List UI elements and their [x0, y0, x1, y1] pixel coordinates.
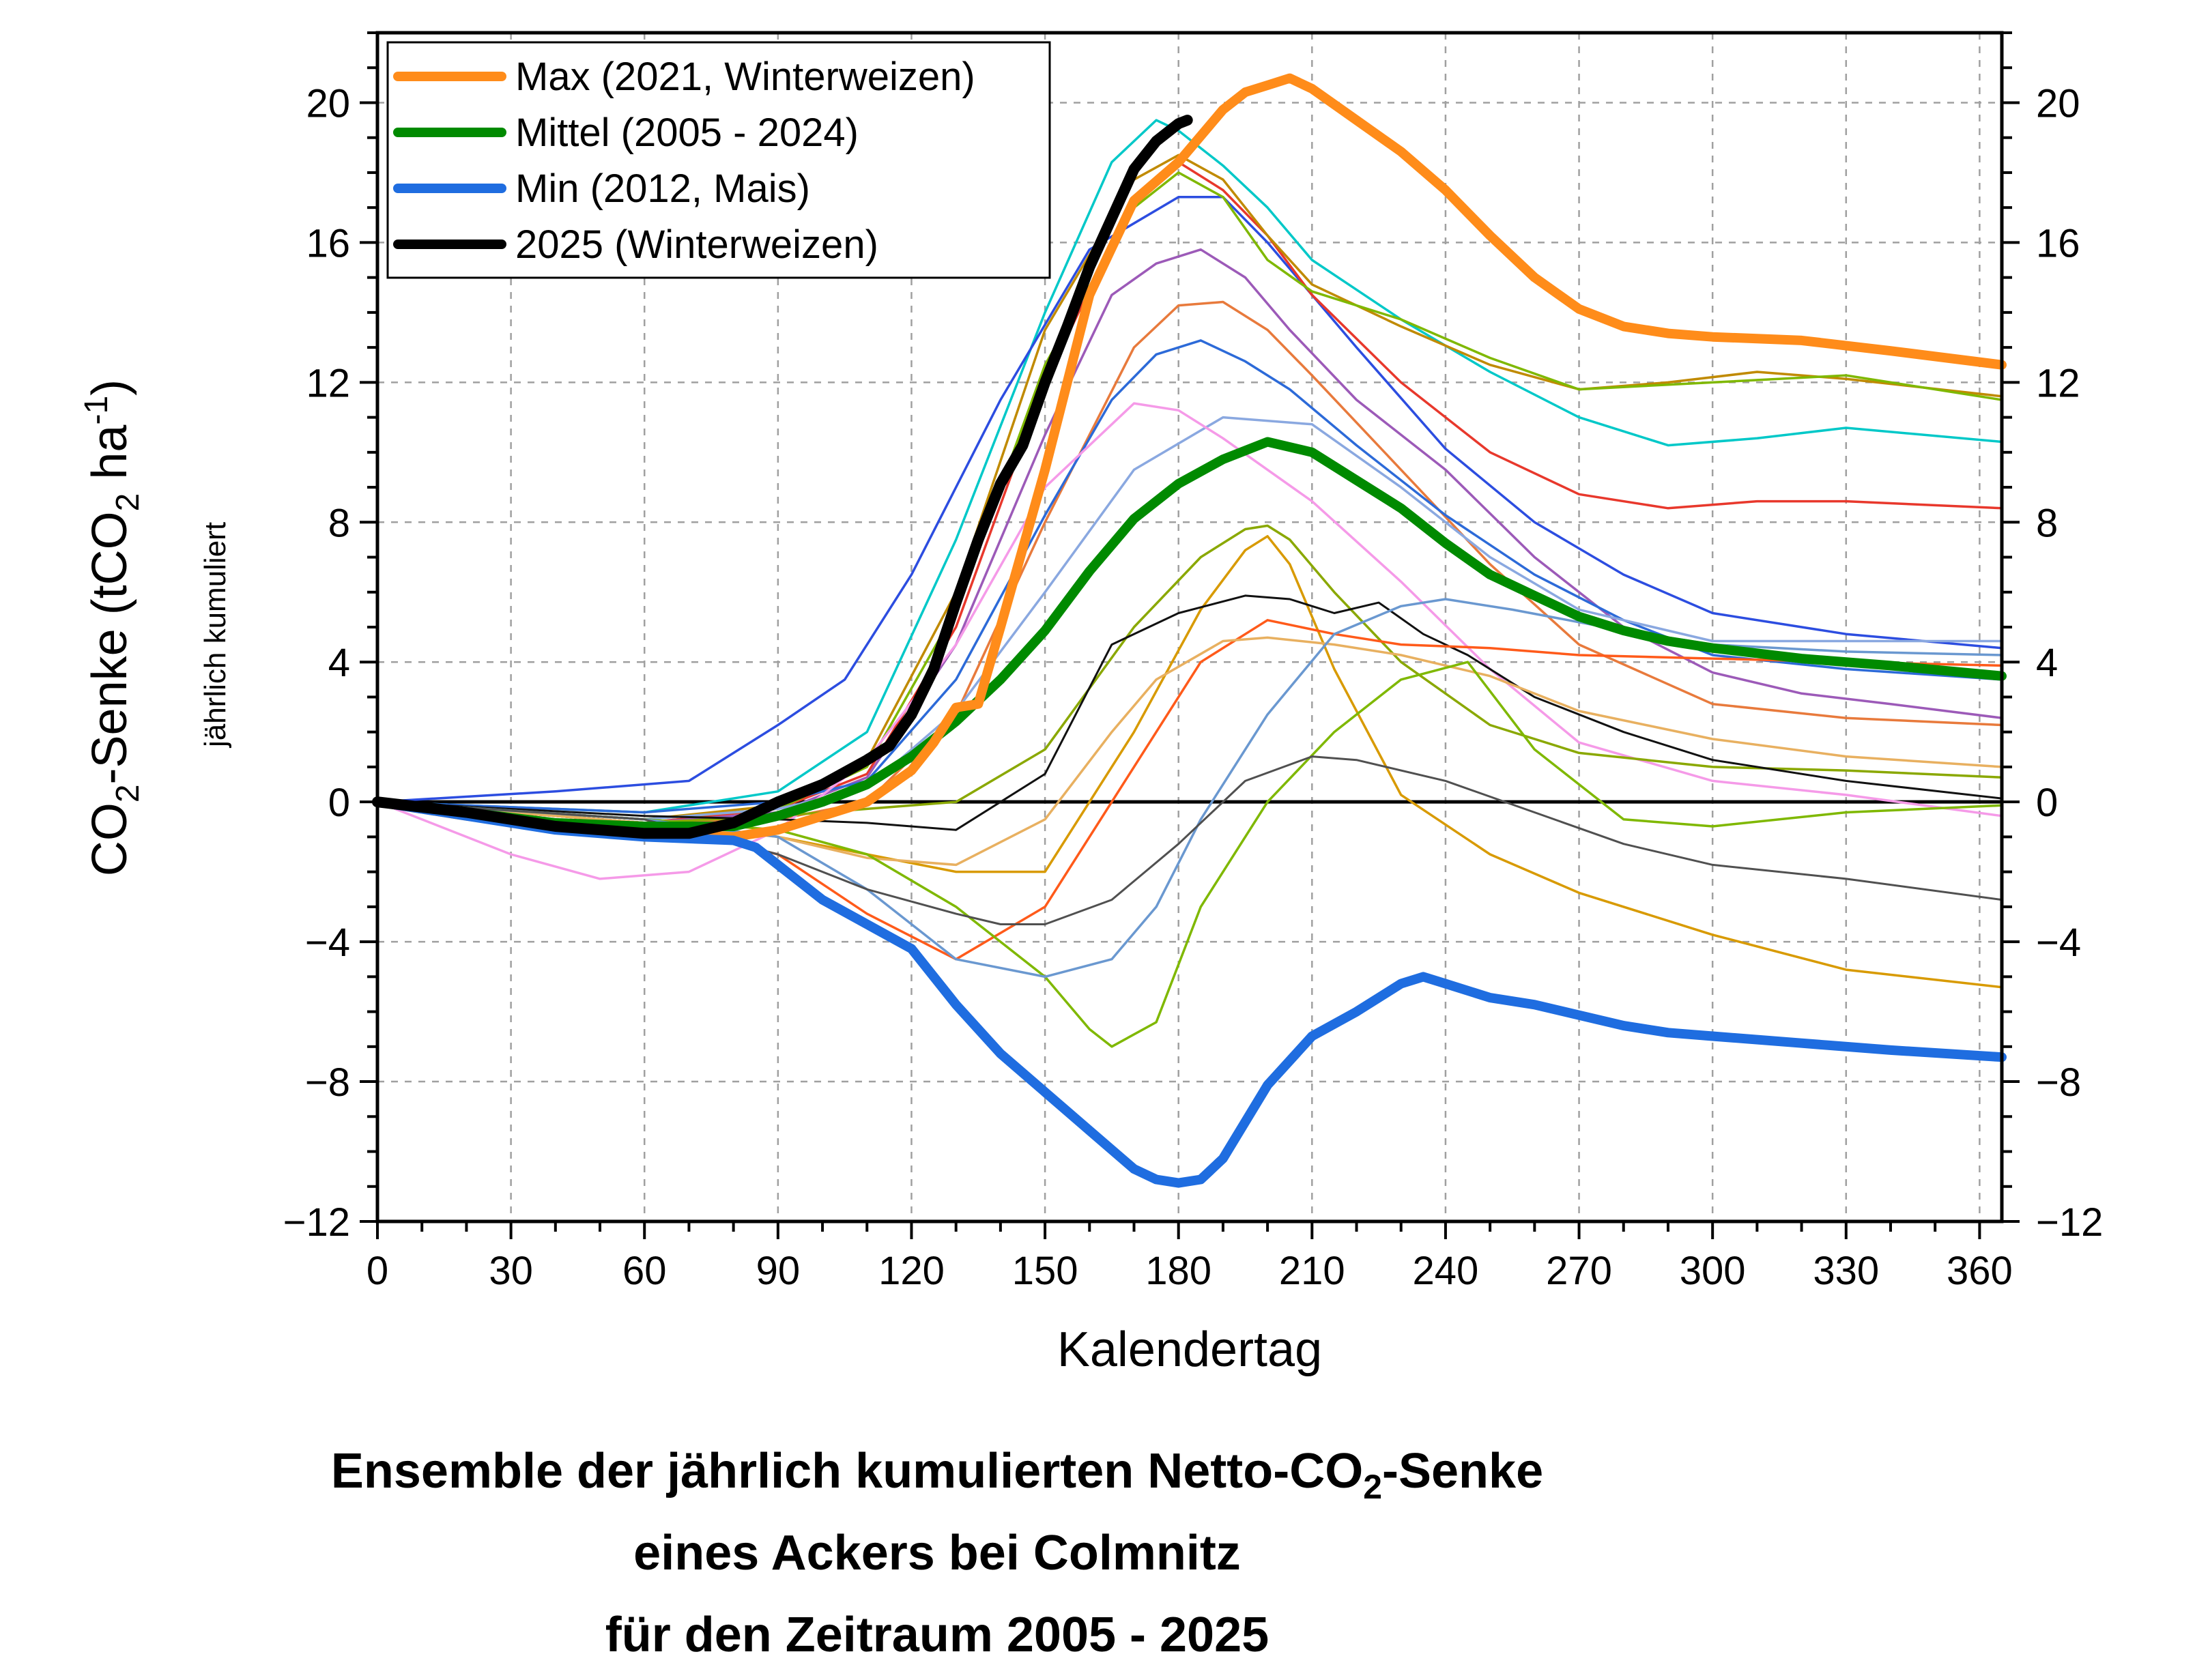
x-tick-label: 360: [1947, 1249, 2013, 1293]
legend-label: 2025 (Winterweizen): [515, 222, 878, 267]
legend-label: Mittel (2005 - 2024): [515, 111, 859, 155]
series-line-ensemble-year: [376, 661, 2003, 1048]
series-layer: [372, 73, 2007, 1188]
y-tick-label-left: −4: [305, 921, 350, 965]
y-axis-title-part: -1: [78, 396, 115, 425]
y-axis-title-part: CO: [83, 802, 137, 876]
series-line-ensemble-year: [376, 160, 2003, 824]
x-tick-label: 270: [1546, 1249, 1612, 1293]
x-tick-label: 90: [756, 1249, 801, 1293]
series-line-ensemble-year: [376, 755, 2003, 925]
y-tick-label-left: 0: [328, 781, 350, 825]
legend-box: [386, 41, 1051, 279]
y-tick-label-left: −8: [305, 1060, 350, 1105]
x-tick-label: 150: [1012, 1249, 1078, 1293]
y-tick-label-right: 4: [2036, 641, 2058, 685]
y-tick-label-left: −12: [283, 1200, 350, 1245]
y-axis-title-part: 2: [110, 493, 146, 512]
y-tick-label-left: 4: [328, 641, 350, 685]
series-line-ensemble-year: [376, 119, 2003, 814]
series-line-max: [373, 73, 2007, 842]
x-tick-label: 330: [1813, 1249, 1879, 1293]
y-axis-title-part: ha: [83, 424, 137, 493]
series-line-ensemble-year: [376, 196, 2003, 803]
series-line-ensemble-year: [376, 535, 2003, 989]
series-line-ensemble-year: [376, 339, 2003, 814]
x-tick-label: 60: [622, 1249, 667, 1293]
x-tick-label: 300: [1680, 1249, 1746, 1293]
x-axis-title: Kalendertag: [1057, 1322, 1322, 1377]
series-line-min: [373, 797, 2007, 1188]
series-line-mittel: [373, 437, 2007, 831]
x-tick-label: 0: [367, 1249, 388, 1293]
axis-labels: 0 30 60 90 120 150 180 210 240 270 300 330 360−12 −12…: [78, 81, 2103, 1662]
y-axis-title-part: -Senke (tCO: [83, 511, 137, 784]
y-tick-label-right: 16: [2036, 221, 2080, 265]
y-axis-title: CO2-Senke (tCO2 ha-1): [78, 379, 146, 876]
legend-label: Max (2021, Winterweizen): [515, 55, 975, 99]
y-axis-title-part: ): [83, 379, 137, 396]
y-tick-label-right: 8: [2036, 501, 2058, 545]
y-tick-label-right: −8: [2036, 1060, 2081, 1105]
y-axis-title-part: 2: [110, 784, 146, 802]
series-line-ensemble-year: [376, 636, 2003, 867]
x-tick-label: 120: [878, 1249, 945, 1293]
series-line-ensemble-year: [376, 248, 2003, 824]
y-axis-subtitle: jährlich kumuliert: [199, 522, 232, 749]
y-tick-label-left: 12: [306, 361, 350, 405]
y-tick-label-left: 16: [306, 221, 350, 265]
x-tick-label: 210: [1279, 1249, 1345, 1293]
chart-title-line: eines Ackers bei Colmnitz: [633, 1526, 1241, 1580]
x-tick-label: 180: [1145, 1249, 1211, 1293]
legend-label: Min (2012, Mais): [515, 166, 810, 211]
series-line-ensemble-year: [376, 619, 2003, 961]
y-tick-label-left: 8: [328, 501, 350, 545]
chart-title-line: für den Zeitraum 2005 - 2025: [605, 1608, 1269, 1662]
series-line-ensemble-year: [376, 402, 2003, 880]
series-line-ensemble-year: [376, 594, 2003, 831]
y-tick-label-right: 0: [2036, 781, 2058, 825]
y-tick-label-right: 12: [2036, 361, 2080, 405]
legend: Max (2021, Winterweizen) Mittel (2005 - 2…: [386, 41, 1051, 279]
x-tick-label: 30: [489, 1249, 533, 1293]
chart-title-line: Ensemble der jährlich kumulierten Netto-…: [331, 1444, 1543, 1506]
series-line-2025: [372, 115, 1193, 839]
y-tick-label-right: −12: [2036, 1200, 2103, 1245]
axes: [360, 31, 2020, 1239]
x-tick-label: 240: [1413, 1249, 1479, 1293]
series-line-ensemble-year: [376, 524, 2003, 824]
y-tick-label-left: 20: [306, 81, 350, 126]
y-tick-label-right: 20: [2036, 81, 2080, 126]
y-tick-label-right: −4: [2036, 921, 2081, 965]
